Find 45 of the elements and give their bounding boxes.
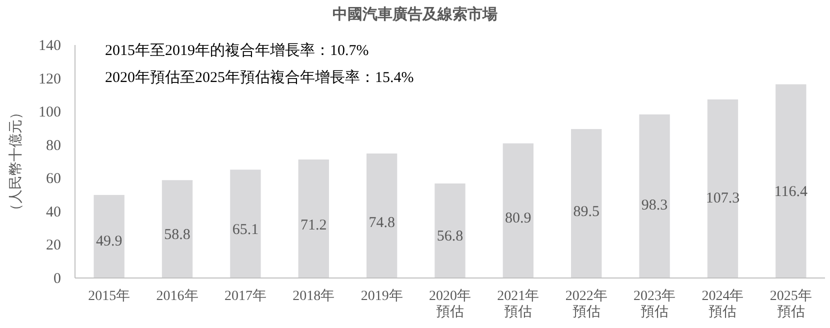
data-label: 98.3 xyxy=(641,197,668,214)
data-label: 49.9 xyxy=(96,234,122,250)
x-tick-label: 2021年預估 xyxy=(497,288,540,320)
data-label: 107.3 xyxy=(706,190,740,207)
bar xyxy=(571,129,602,278)
bar xyxy=(639,114,670,278)
annotation: 2020年預估至2025年預估複合年增長率：15.4% xyxy=(105,69,414,86)
bar xyxy=(502,143,534,278)
bar xyxy=(366,154,398,278)
chart-title: 中國汽車廣告及線索市場 xyxy=(332,5,498,23)
bar xyxy=(230,170,261,278)
x-tick-label: 2015年 xyxy=(88,288,130,304)
data-label: 65.1 xyxy=(232,222,259,238)
x-tick-label: 2019年 xyxy=(360,288,403,304)
bar xyxy=(162,180,193,278)
y-tick-label: 120 xyxy=(38,71,61,88)
y-tick-label: 40 xyxy=(46,204,61,220)
y-tick-label: 0 xyxy=(54,271,61,287)
x-tick-label: 2018年 xyxy=(292,288,335,304)
x-tick-label: 2024年預估 xyxy=(702,288,744,320)
bar xyxy=(298,160,329,278)
bar xyxy=(707,99,738,278)
x-tick-label: 2025年預估 xyxy=(770,288,812,320)
data-label: 89.5 xyxy=(573,204,600,220)
bar xyxy=(434,183,466,278)
y-tick-label: 20 xyxy=(46,238,61,254)
y-tick-label: 140 xyxy=(38,38,61,54)
y-tick-label: 100 xyxy=(38,104,61,121)
x-tick-label: 2017年 xyxy=(224,288,266,304)
data-label: 80.9 xyxy=(505,210,532,226)
data-label: 116.4 xyxy=(774,184,808,200)
data-label: 71.2 xyxy=(300,218,327,234)
data-label: 74.8 xyxy=(368,214,395,231)
bar xyxy=(776,84,806,278)
data-label: 56.8 xyxy=(436,228,464,244)
annotation: 2015年至2019年的複合年增長率：10.7% xyxy=(105,42,369,59)
x-tick-label: 2023年預估 xyxy=(634,288,676,320)
x-tick-label: 2022年預估 xyxy=(565,288,608,320)
x-tick-label: 2020年預估 xyxy=(429,288,471,320)
y-axis-title: （人民幣十億元） xyxy=(8,106,24,218)
data-label: 58.8 xyxy=(164,226,190,243)
y-tick-label: 60 xyxy=(46,171,61,188)
x-tick-label: 2016年 xyxy=(156,288,198,304)
bar xyxy=(94,194,124,278)
y-tick-label: 80 xyxy=(46,138,61,154)
